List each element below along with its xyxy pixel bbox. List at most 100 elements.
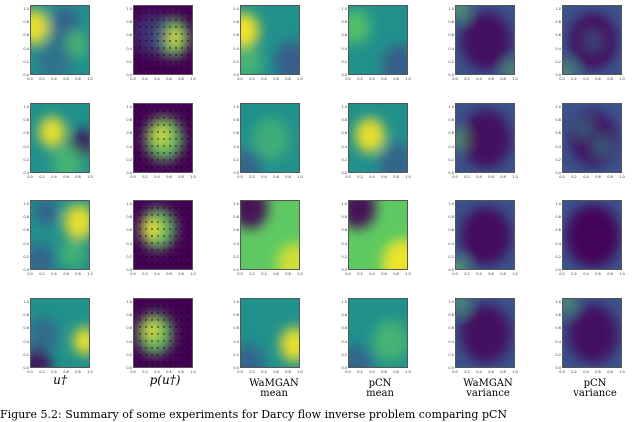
observation-point [175,19,177,21]
observation-point [163,221,165,223]
observation-point [151,61,153,63]
observation-point [187,242,189,244]
observation-point [145,33,147,35]
col-label-wamgan-variance-line1: WaMGAN [463,378,513,389]
observation-point [175,54,177,56]
observation-point [157,312,159,314]
col-label-wamgan-variance: WaMGAN variance [458,379,518,399]
x-tick-label: 0.4 [154,370,160,374]
observation-point [145,207,147,209]
y-tick-label: 0.4 [23,339,29,344]
observation-point [175,249,177,251]
y-tick-labels: 0.0 0.2 0.4 0.6 0.8 1.0 [554,5,562,77]
col-label-pcn-mean-line1: pCN [368,378,392,389]
observation-point [187,138,189,140]
observation-point [181,124,183,126]
x-tick-label: 1.0 [405,77,411,81]
y-tick-label: 1.0 [555,202,561,206]
x-tick-label: 0.8 [500,272,506,276]
observation-point [187,19,189,21]
observation-point [181,354,183,356]
x-tick-label: 1.0 [297,175,303,179]
observation-point [181,54,183,56]
observation-point [187,26,189,28]
observation-point [181,61,183,63]
y-tick-labels: 0.0 0.2 0.4 0.6 0.8 1.0 [232,103,240,175]
observation-point [157,33,159,35]
observation-point [157,235,159,237]
y-tick-label: 0.4 [448,339,454,344]
observation-point [169,68,171,70]
panel-row1-wamgan-mean: 0.0 0.2 0.4 0.6 0.8 1.0 0.0 0.2 0.4 0.6 0.8 1.0 [233,5,303,81]
y-tick-label: 0.2 [23,352,29,357]
x-tick-label: 0.8 [393,370,399,374]
observation-point [157,145,159,147]
observation-point [151,152,153,154]
x-tick-label: 0.6 [63,272,69,276]
panel-row3-pcn-mean: 0.0 0.2 0.4 0.6 0.8 1.0 0.0 0.2 0.4 0.6 0.8 1.0 [341,200,411,276]
observation-point [181,131,183,133]
y-tick-labels: 0.0 0.2 0.4 0.6 0.8 1.0 [22,200,30,272]
x-tick-label: 0.0 [559,272,565,276]
observation-point [157,221,159,223]
x-tick-label: 0.2 [357,272,363,276]
observation-point [157,12,159,14]
observation-point [139,326,141,328]
observation-point [157,117,159,119]
observation-point [175,26,177,28]
x-tick-labels: 0.0 0.2 0.4 0.6 0.8 1.0 [345,271,411,278]
observation-point [169,361,171,363]
y-tick-label: 0.6 [448,131,454,136]
observation-point [163,166,165,168]
observation-point [169,138,171,140]
y-tick-label: 0.0 [233,171,239,175]
y-tick-label: 1.0 [341,105,347,109]
observation-point [175,312,177,314]
observation-point [151,138,153,140]
x-tick-label: 0.0 [27,370,33,374]
x-tick-label: 0.6 [63,77,69,81]
y-tick-labels: 0.0 0.2 0.4 0.6 0.8 1.0 [340,103,348,175]
observation-point [139,26,141,28]
y-tick-label: 0.2 [341,59,347,64]
observation-point [163,12,165,14]
y-tick-label: 1.0 [555,105,561,109]
observation-point [187,54,189,56]
x-tick-label: 0.2 [249,272,255,276]
observation-point [151,54,153,56]
y-tick-label: 0.6 [555,228,561,233]
x-tick-label: 1.0 [87,77,93,81]
observation-point [151,235,153,237]
y-tick-label: 0.0 [448,268,454,272]
observation-point [163,256,165,258]
y-tick-label: 1.0 [23,300,29,304]
observation-point [145,54,147,56]
col-label-p-u-dagger: p(u†) [149,373,181,387]
y-tick-label: 0.0 [23,171,29,175]
x-tick-label: 0.6 [273,272,279,276]
x-tick-label: 0.6 [381,175,387,179]
observation-point [151,131,153,133]
observation-point [187,361,189,363]
heatmap-field [30,5,90,75]
observation-point [175,152,177,154]
observation-point [169,19,171,21]
observation-point [139,54,141,56]
x-tick-labels: 0.0 0.2 0.4 0.6 0.8 1.0 [345,174,411,181]
y-tick-label: 1.0 [448,7,454,11]
y-tick-label: 0.8 [448,313,454,318]
observation-point [175,68,177,70]
observation-point [187,117,189,119]
observation-point [187,354,189,356]
y-tick-label: 0.6 [126,326,132,331]
observation-point [163,347,165,349]
y-tick-label: 0.0 [555,171,561,175]
x-tick-label: 0.4 [261,175,267,179]
y-tick-labels: 0.0 0.2 0.4 0.6 0.8 1.0 [125,103,133,175]
observation-point [163,312,165,314]
observation-point [145,354,147,356]
x-tick-label: 0.4 [51,370,57,374]
x-tick-labels: 0.0 0.2 0.4 0.6 0.8 1.0 [452,174,518,181]
observation-point [169,54,171,56]
